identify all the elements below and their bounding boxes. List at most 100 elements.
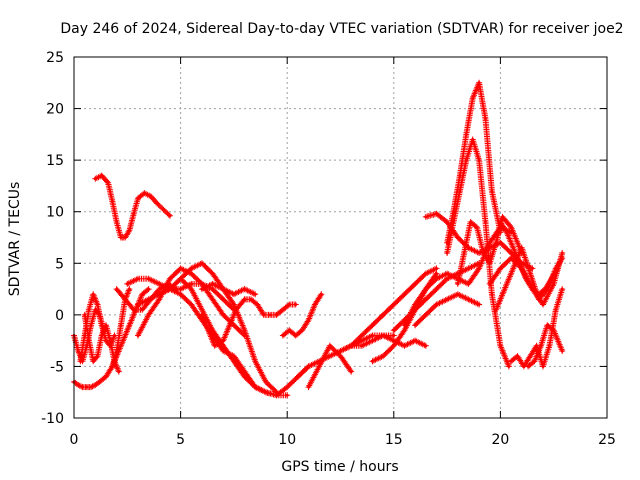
y-axis-label: SDTVAR / TECUs bbox=[7, 182, 23, 297]
data-layer bbox=[71, 79, 566, 399]
data-point bbox=[211, 287, 215, 291]
data-point bbox=[157, 287, 161, 291]
data-point bbox=[490, 189, 494, 193]
data-point bbox=[285, 385, 289, 389]
data-point bbox=[268, 313, 272, 317]
data-point bbox=[147, 287, 151, 291]
data-point bbox=[253, 385, 257, 389]
series-arc-27 bbox=[444, 136, 512, 370]
data-point bbox=[413, 303, 417, 307]
data-point bbox=[434, 266, 438, 270]
data-point bbox=[110, 364, 114, 368]
data-point bbox=[392, 344, 396, 348]
data-point bbox=[528, 354, 532, 358]
x-tick-label: 5 bbox=[176, 432, 185, 448]
data-point bbox=[458, 189, 462, 193]
series-arc-12 bbox=[177, 275, 291, 399]
series-arc-16 bbox=[279, 291, 325, 339]
data-point bbox=[264, 390, 268, 394]
data-point bbox=[221, 297, 225, 301]
data-point bbox=[275, 393, 279, 397]
data-point bbox=[200, 308, 204, 312]
data-point bbox=[115, 220, 119, 224]
y-tick-label: 5 bbox=[55, 256, 64, 272]
data-point bbox=[168, 277, 172, 281]
data-point bbox=[189, 287, 193, 291]
data-point bbox=[498, 344, 502, 348]
data-point bbox=[281, 333, 285, 337]
data-point bbox=[162, 208, 166, 212]
data-point bbox=[281, 308, 285, 312]
data-point bbox=[119, 236, 123, 239]
data-point bbox=[125, 282, 129, 286]
data-point bbox=[179, 287, 183, 291]
data-point bbox=[117, 370, 121, 374]
data-point bbox=[232, 292, 236, 296]
x-axis-label: GPS time / hours bbox=[281, 459, 398, 475]
data-point bbox=[328, 354, 332, 358]
data-point bbox=[189, 272, 193, 276]
data-point bbox=[509, 225, 513, 229]
data-point bbox=[93, 177, 97, 181]
x-tick-label: 15 bbox=[385, 432, 403, 448]
data-point bbox=[168, 287, 172, 291]
data-point bbox=[560, 256, 564, 260]
data-point bbox=[89, 323, 93, 327]
data-point bbox=[434, 272, 438, 276]
data-point bbox=[232, 323, 236, 327]
data-point bbox=[488, 282, 492, 286]
data-point bbox=[285, 393, 289, 397]
data-point bbox=[81, 385, 85, 389]
data-point bbox=[552, 282, 556, 286]
data-point bbox=[539, 344, 543, 348]
data-point bbox=[360, 339, 364, 343]
data-point bbox=[560, 349, 564, 353]
data-point bbox=[477, 266, 481, 270]
data-point bbox=[93, 383, 97, 387]
data-point bbox=[253, 292, 257, 296]
data-point bbox=[456, 292, 460, 296]
data-point bbox=[113, 333, 117, 337]
data-point bbox=[402, 292, 406, 296]
data-point bbox=[381, 333, 385, 337]
data-point bbox=[104, 375, 108, 379]
y-tick-label: 0 bbox=[55, 308, 64, 324]
data-point bbox=[140, 292, 144, 296]
data-point bbox=[98, 380, 102, 384]
data-point bbox=[552, 328, 556, 332]
data-point bbox=[535, 344, 539, 348]
data-point bbox=[466, 246, 470, 250]
data-point bbox=[264, 380, 268, 384]
data-point bbox=[424, 287, 428, 291]
data-point bbox=[206, 328, 210, 332]
data-point bbox=[296, 375, 300, 379]
data-point bbox=[232, 303, 236, 307]
series-arc-15 bbox=[241, 296, 299, 318]
data-point bbox=[249, 297, 253, 301]
data-point bbox=[85, 385, 89, 389]
data-point bbox=[313, 303, 317, 307]
data-point bbox=[402, 328, 406, 332]
data-point bbox=[91, 359, 95, 363]
data-point bbox=[262, 313, 266, 317]
data-point bbox=[136, 196, 140, 200]
data-point bbox=[456, 282, 460, 286]
data-point bbox=[466, 266, 470, 270]
x-tick-label: 25 bbox=[598, 432, 616, 448]
data-point bbox=[560, 251, 564, 255]
data-point bbox=[115, 354, 119, 358]
data-point bbox=[123, 236, 127, 239]
data-point bbox=[505, 230, 509, 234]
data-point bbox=[76, 383, 80, 387]
data-point bbox=[136, 277, 140, 281]
data-point bbox=[95, 303, 99, 307]
data-point bbox=[234, 308, 238, 312]
data-point bbox=[91, 292, 95, 296]
data-point bbox=[554, 308, 558, 312]
data-point bbox=[243, 328, 247, 332]
data-point bbox=[392, 328, 396, 332]
data-point bbox=[392, 333, 396, 337]
data-point bbox=[509, 359, 513, 363]
chart-title: Day 246 of 2024, Sidereal Day-to-day VTE… bbox=[60, 21, 623, 37]
y-tick-label: -5 bbox=[50, 359, 64, 375]
